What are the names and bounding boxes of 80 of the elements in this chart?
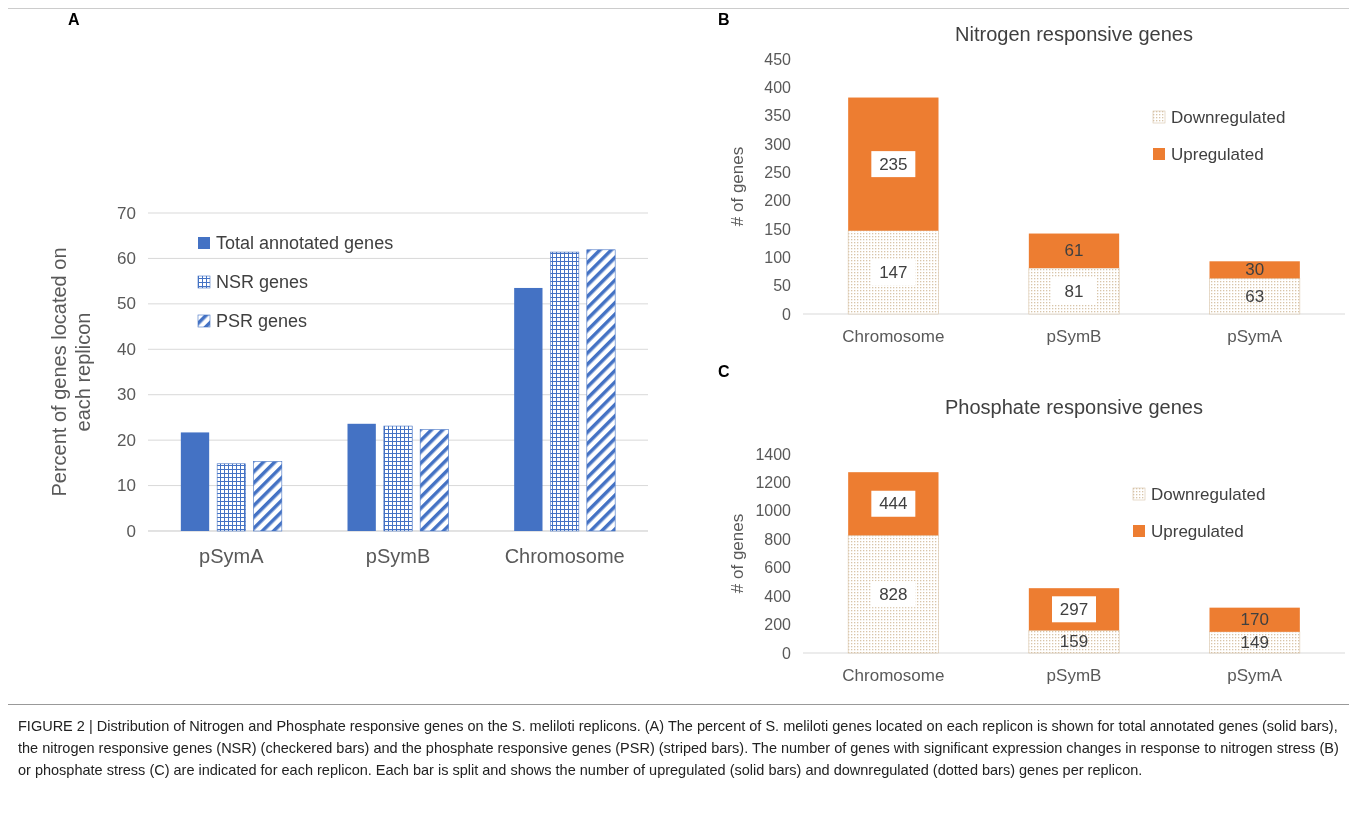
legend-label: Downregulated <box>1171 107 1286 127</box>
data-label: 235 <box>879 154 908 174</box>
x-tick-label: pSymB <box>365 545 431 567</box>
data-label: 63 <box>1245 286 1265 306</box>
x-tick-label: pSymA <box>199 545 265 567</box>
y-tick-label: 450 <box>764 50 792 68</box>
legend-label: PSR genes <box>216 311 308 331</box>
bar <box>216 463 246 532</box>
bar <box>1209 631 1301 654</box>
y-tick-label: 0 <box>126 521 136 541</box>
y-tick-label: 150 <box>764 220 792 238</box>
text: C <box>718 363 730 380</box>
y-tick-label: 300 <box>764 135 792 153</box>
x-tick-label: pSymB <box>1046 666 1102 685</box>
data-label: 81 <box>1064 281 1084 301</box>
legend-label: Upregulated <box>1171 144 1264 164</box>
data-label: 147 <box>879 262 908 282</box>
legend-label: Upregulated <box>1151 521 1244 541</box>
x-tick-label: Chromosome <box>504 545 625 567</box>
text: B <box>718 11 730 28</box>
data-label: 30 <box>1245 260 1265 280</box>
y-tick-label: 200 <box>764 616 792 634</box>
y-tick-label: 10 <box>117 476 136 496</box>
y-tick-label: 1200 <box>755 473 792 491</box>
y-tick-label: 100 <box>764 248 792 266</box>
bar <box>180 432 210 531</box>
y-tick-label: 30 <box>117 385 136 405</box>
x-tick-label: pSymA <box>1227 327 1283 346</box>
bar <box>347 423 376 531</box>
legend-label: NSR genes <box>216 272 309 292</box>
bar <box>550 251 580 532</box>
bar <box>847 535 939 654</box>
y-tick-label: 800 <box>764 530 792 548</box>
y-tick-label: 200 <box>764 192 792 210</box>
y-tick-label: 350 <box>764 107 792 125</box>
y-tick-label: 0 <box>782 305 792 323</box>
y-axis-title: # of genes <box>728 146 747 227</box>
y-tick-label: 400 <box>764 587 792 605</box>
y-tick-label: 50 <box>117 294 136 314</box>
x-tick-label: Chromosome <box>842 327 945 346</box>
y-tick-label: 50 <box>773 277 792 295</box>
bar <box>1028 630 1120 654</box>
bar <box>1209 607 1300 632</box>
y-axis-title: # of genes <box>728 513 747 594</box>
y-tick-label: 1000 <box>755 502 792 520</box>
data-label: 170 <box>1240 610 1269 630</box>
y-tick-label: 0 <box>782 644 792 662</box>
legend-label: Total annotated genes <box>216 233 394 253</box>
y-tick-label: 60 <box>117 248 136 268</box>
y-tick-label: 600 <box>764 559 792 577</box>
y-tick-label: 400 <box>764 78 792 96</box>
y-tick-label: 40 <box>117 339 136 359</box>
data-label: 159 <box>1059 632 1089 652</box>
bar <box>383 425 413 532</box>
caption: FIGURE 2 | Distribution of Nitrogen and Phosphate responsive genes on the S. meliloti replicons. (A) The percent of S. meliloti genes located on each replicon is shown for total annotated genes (solid bars), the nitrogen responsive genes (NSR) (checkered bars) and the phosphate responsive genes (PSR) (striped bars). The number of genes with significant expression changes in response to nitrogen stress (B) or phosphate stress (C) are indicated for each replicon. Each bar is split and shows the number of upregulated (solid bars) and downregulated (dotted bars) genes per replicon. <box>18 717 1340 780</box>
data-label: 828 <box>879 584 908 604</box>
y-tick-label: 20 <box>117 430 136 450</box>
x-tick-label: pSymA <box>1227 666 1283 685</box>
data-label: 61 <box>1064 241 1084 261</box>
bar <box>1209 261 1300 279</box>
data-label: 149 <box>1240 632 1269 652</box>
y-tick-label: 1400 <box>755 445 792 463</box>
bar <box>419 429 449 532</box>
text: A <box>68 11 80 28</box>
bar <box>1209 278 1301 315</box>
data-label: 444 <box>879 494 908 514</box>
y-tick-label: 70 <box>117 203 136 223</box>
y-tick-label: 250 <box>764 163 792 181</box>
y-axis-title: Percent of genes located on each replicon <box>48 247 94 497</box>
bar <box>514 287 543 531</box>
data-label: 297 <box>1059 599 1089 619</box>
x-tick-label: pSymB <box>1046 327 1102 346</box>
bar <box>848 97 939 231</box>
x-tick-label: Chromosome <box>842 666 945 685</box>
chart-title: Phosphate responsive genes <box>945 396 1203 418</box>
bar <box>586 249 616 532</box>
bar <box>1028 233 1120 269</box>
legend-label: Downregulated <box>1151 484 1266 504</box>
chart-title: Nitrogen responsive genes <box>955 23 1193 45</box>
bar <box>253 461 283 532</box>
